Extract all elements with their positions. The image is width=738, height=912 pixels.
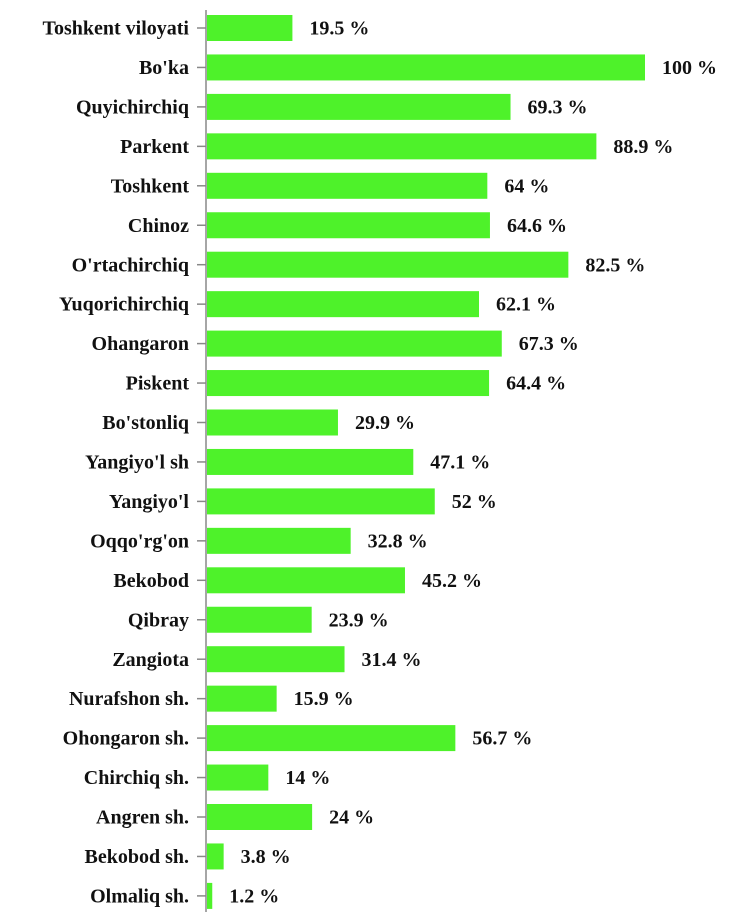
- data-label: 67.3 %: [519, 333, 579, 355]
- category-label: Bo'stonliq: [102, 412, 189, 434]
- data-label: 64.6 %: [507, 215, 567, 237]
- category-label: Bekobod sh.: [85, 846, 190, 868]
- data-label: 100 %: [662, 57, 717, 79]
- data-label: 47.1 %: [430, 452, 490, 474]
- bar: [207, 212, 490, 239]
- data-label: 82.5 %: [585, 254, 645, 276]
- category-label: Ohongaron sh.: [63, 728, 189, 750]
- data-label: 31.4 %: [362, 649, 422, 671]
- data-label: 1.2 %: [229, 885, 279, 907]
- category-label: O'rtachirchiq: [72, 254, 189, 276]
- bar: [207, 685, 277, 712]
- category-label: Parkent: [120, 136, 189, 158]
- bar: [207, 448, 414, 475]
- bar: [207, 882, 213, 909]
- bar: [207, 804, 313, 830]
- bar: [207, 488, 435, 515]
- bar: [207, 370, 490, 397]
- bar: [207, 567, 405, 594]
- category-label: Ohangaron: [92, 333, 189, 355]
- category-label: Olmaliq sh.: [90, 885, 189, 907]
- data-label: 19.5 %: [309, 18, 369, 40]
- bar: [207, 527, 351, 554]
- category-label: Chinoz: [128, 215, 189, 237]
- category-label: Angren sh.: [96, 807, 189, 829]
- bar: [207, 291, 479, 318]
- category-label: Toshkent: [111, 175, 190, 197]
- category-label: Toshkent viloyati: [42, 18, 189, 40]
- category-label: Yangiyo'l sh: [85, 452, 189, 474]
- data-label: 32.8 %: [368, 530, 428, 552]
- data-label: 45.2 %: [422, 570, 482, 592]
- category-label: Piskent: [126, 373, 190, 395]
- data-label: 88.9 %: [613, 136, 673, 158]
- bar: [207, 764, 269, 791]
- category-label: Chirchiq sh.: [84, 767, 189, 789]
- data-label: 15.9 %: [294, 688, 354, 710]
- bar: [207, 409, 338, 436]
- bar: [207, 172, 488, 199]
- category-label: Bo'ka: [139, 57, 189, 79]
- category-label: Quyichirchiq: [76, 96, 189, 118]
- bar: [207, 15, 293, 41]
- data-label: 52 %: [452, 491, 497, 513]
- bar: [207, 646, 345, 673]
- data-label: 56.7 %: [472, 728, 532, 750]
- bar: [207, 330, 502, 357]
- category-label: Yuqorichirchiq: [59, 294, 189, 316]
- data-label: 3.8 %: [241, 846, 291, 868]
- category-label: Bekobod: [113, 570, 189, 592]
- data-label: 69.3 %: [528, 96, 588, 118]
- bar: [207, 133, 597, 160]
- data-label: 24 %: [329, 807, 374, 829]
- category-label: Nurafshon sh.: [69, 688, 189, 710]
- data-label: 62.1 %: [496, 294, 556, 316]
- data-label: 23.9 %: [329, 609, 389, 631]
- category-label: Yangiyo'l: [109, 491, 189, 513]
- category-label: Qibray: [128, 609, 189, 631]
- bar: [207, 93, 511, 120]
- bar: [207, 251, 569, 278]
- category-label: Zangiota: [112, 649, 189, 671]
- data-label: 64.4 %: [506, 373, 566, 395]
- category-label: Oqqo'rg'on: [90, 530, 189, 552]
- data-label: 14 %: [285, 767, 330, 789]
- bar: [207, 606, 312, 633]
- bar: [207, 843, 224, 870]
- data-label: 64 %: [504, 175, 549, 197]
- data-label: 29.9 %: [355, 412, 415, 434]
- bar: [207, 54, 645, 81]
- bar: [207, 725, 456, 752]
